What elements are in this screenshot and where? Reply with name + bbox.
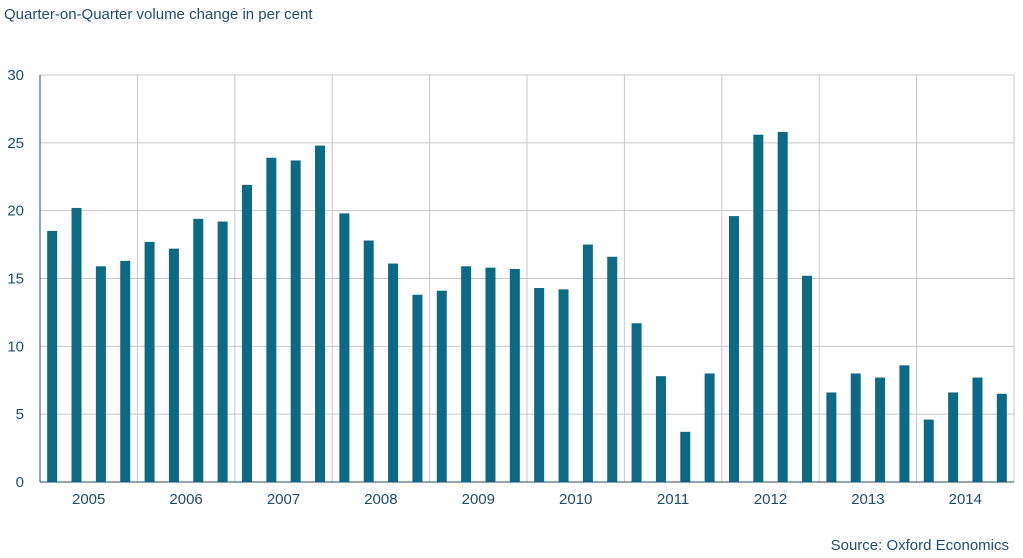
- x-axis-ticks: 2005 2006 2007 2008 2009 2010 2011 2012 2013 2014: [72, 491, 982, 508]
- gridlines: [40, 74, 1015, 482]
- bar: [972, 377, 983, 482]
- bar: [95, 266, 106, 482]
- chart-subtitle: Quarter-on-Quarter volume change in per …: [4, 6, 313, 23]
- bar: [485, 267, 496, 482]
- x-tick-label: 2005: [72, 491, 105, 508]
- x-tick-label: 2012: [754, 491, 787, 508]
- y-tick-label: 5: [16, 406, 24, 423]
- bar: [558, 289, 569, 482]
- axes: [39, 75, 1014, 483]
- bar: [120, 260, 131, 482]
- x-tick-label: 2008: [364, 491, 397, 508]
- y-tick-label: 0: [16, 474, 24, 491]
- x-tick-label: 2006: [169, 491, 202, 508]
- bar: [655, 376, 666, 482]
- bar: [802, 275, 813, 482]
- bar: [631, 323, 642, 482]
- bar: [412, 294, 423, 482]
- bar: [777, 131, 788, 483]
- y-tick-label: 30: [7, 67, 24, 84]
- x-tick-label: 2011: [657, 491, 689, 508]
- bar: [509, 269, 520, 482]
- bar: [217, 221, 228, 482]
- bar: [534, 287, 545, 482]
- bar: [436, 290, 447, 482]
- bar: [339, 213, 350, 482]
- bar: [753, 134, 764, 482]
- bar: [461, 266, 472, 482]
- bar: [948, 392, 959, 482]
- bar: [923, 419, 934, 482]
- bar: [899, 365, 910, 482]
- bar: [826, 392, 837, 482]
- x-tick-label: 2014: [949, 491, 982, 508]
- y-tick-label: 10: [7, 338, 24, 355]
- x-tick-label: 2013: [851, 491, 884, 508]
- bar: [241, 184, 252, 482]
- bar: [144, 241, 155, 482]
- bar: [875, 377, 886, 482]
- x-tick-label: 2007: [267, 491, 300, 508]
- y-tick-label: 15: [7, 271, 24, 288]
- bar-series: [47, 131, 1007, 483]
- bar: [290, 160, 301, 482]
- y-tick-label: 25: [7, 135, 24, 152]
- bar: [728, 216, 739, 483]
- bar: [168, 248, 179, 482]
- bar: [680, 431, 691, 482]
- bar: [315, 145, 326, 482]
- bar: [607, 256, 618, 482]
- bar: [996, 393, 1007, 482]
- bar: [363, 240, 374, 482]
- y-axis-ticks: 0 5 10 15 20 25 30: [7, 67, 24, 491]
- bar: [193, 218, 204, 482]
- bar: [71, 207, 82, 482]
- bar: [582, 244, 593, 482]
- bar: [704, 373, 715, 482]
- bar: [850, 373, 861, 482]
- x-tick-label: 2009: [462, 491, 495, 508]
- chart-source: Source: Oxford Economics: [830, 537, 1009, 554]
- bar-chart: 0 5 10 15 20 25 30 2005 2006 2007 2008 2009 2010 201…: [7, 67, 1015, 508]
- x-tick-label: 2010: [559, 491, 592, 508]
- y-tick-label: 20: [7, 203, 24, 220]
- bar: [47, 231, 58, 482]
- bar: [388, 263, 399, 482]
- bar: [266, 157, 277, 483]
